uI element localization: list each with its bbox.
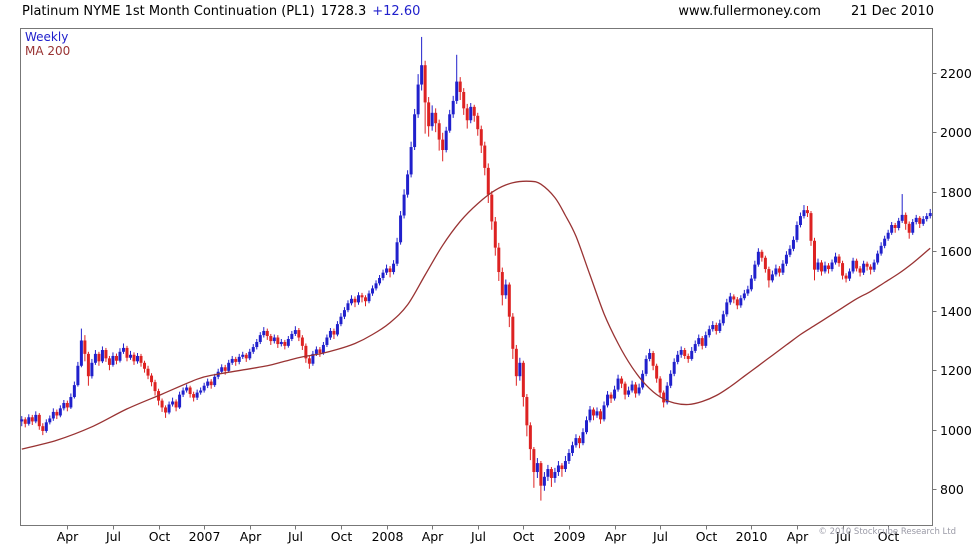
svg-text:2200: 2200 <box>940 66 972 81</box>
x-axis: Apr Jul Oct 2007 Apr Jul Oct 2008 Apr Jul Oct 2009 A… <box>57 525 900 544</box>
svg-text:Jul: Jul <box>287 529 303 544</box>
copyright-label: © 2010 Stockcube Research Ltd <box>818 527 956 537</box>
website-label: www.fullermoney.com <box>678 4 821 19</box>
svg-text:Apr: Apr <box>57 529 79 544</box>
svg-text:Jul: Jul <box>835 529 851 544</box>
svg-text:800: 800 <box>940 482 964 497</box>
plot-border <box>20 28 933 526</box>
header-bar: Platinum NYME 1st Month Continuation (PL… <box>22 4 934 19</box>
svg-text:1000: 1000 <box>940 423 972 438</box>
svg-text:2010: 2010 <box>736 529 768 544</box>
svg-text:1600: 1600 <box>940 244 972 259</box>
y-axis: 800 1000 1200 1400 1600 1800 2000 2200 <box>932 66 972 497</box>
svg-text:Oct: Oct <box>513 529 535 544</box>
svg-text:1800: 1800 <box>940 185 972 200</box>
svg-text:Oct: Oct <box>331 529 353 544</box>
legend-weekly-label: Weekly <box>25 30 69 44</box>
svg-text:2009: 2009 <box>554 529 586 544</box>
svg-text:2008: 2008 <box>372 529 404 544</box>
svg-text:Oct: Oct <box>878 529 900 544</box>
legend-ma200-label: MA 200 <box>25 44 71 58</box>
svg-text:Apr: Apr <box>605 529 627 544</box>
price-change: +12.60 <box>372 4 421 19</box>
svg-text:1200: 1200 <box>940 363 972 378</box>
svg-text:Apr: Apr <box>240 529 262 544</box>
svg-text:1400: 1400 <box>940 304 972 319</box>
last-price: 1728.3 <box>320 4 367 19</box>
date-label: 21 Dec 2010 <box>850 4 934 19</box>
svg-text:2007: 2007 <box>189 529 221 544</box>
chart-title: Platinum NYME 1st Month Continuation (PL… <box>22 4 315 19</box>
svg-text:Oct: Oct <box>696 529 718 544</box>
svg-text:Apr: Apr <box>422 529 444 544</box>
svg-text:Jul: Jul <box>105 529 121 544</box>
svg-text:2000: 2000 <box>940 125 972 140</box>
svg-text:Apr: Apr <box>787 529 809 544</box>
svg-text:Oct: Oct <box>149 529 171 544</box>
svg-text:Jul: Jul <box>652 529 668 544</box>
ma200-line <box>21 180 931 450</box>
svg-text:Jul: Jul <box>470 529 486 544</box>
candles-layer <box>20 36 932 501</box>
